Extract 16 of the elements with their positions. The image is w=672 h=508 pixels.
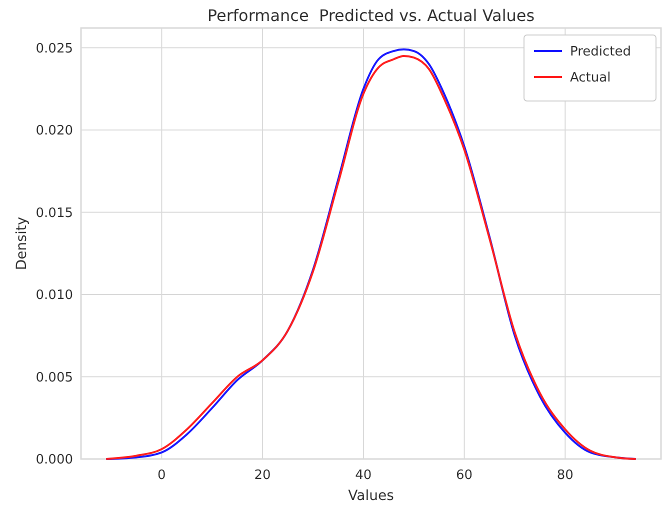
x-tick-label: 60 — [456, 468, 473, 483]
y-tick-label: 0.015 — [36, 206, 73, 221]
x-axis-title: Values — [348, 488, 394, 504]
y-tick-label: 0.000 — [36, 452, 73, 468]
legend-label: Actual — [570, 70, 611, 86]
legend-label: Predicted — [570, 44, 632, 60]
chart-title: Performance Predicted vs. Actual Values — [207, 6, 535, 25]
x-tick-label: 80 — [556, 468, 574, 483]
x-tick-label: 40 — [355, 468, 372, 483]
y-tick-label: 0.005 — [36, 370, 73, 386]
x-tick-label: 0 — [158, 468, 166, 483]
y-axis-title: Density — [14, 216, 30, 270]
y-tick-label: 0.025 — [36, 41, 73, 56]
y-tick-label: 0.020 — [36, 124, 73, 139]
y-tick-label: 0.010 — [36, 288, 73, 304]
x-tick-label: 20 — [254, 468, 271, 483]
